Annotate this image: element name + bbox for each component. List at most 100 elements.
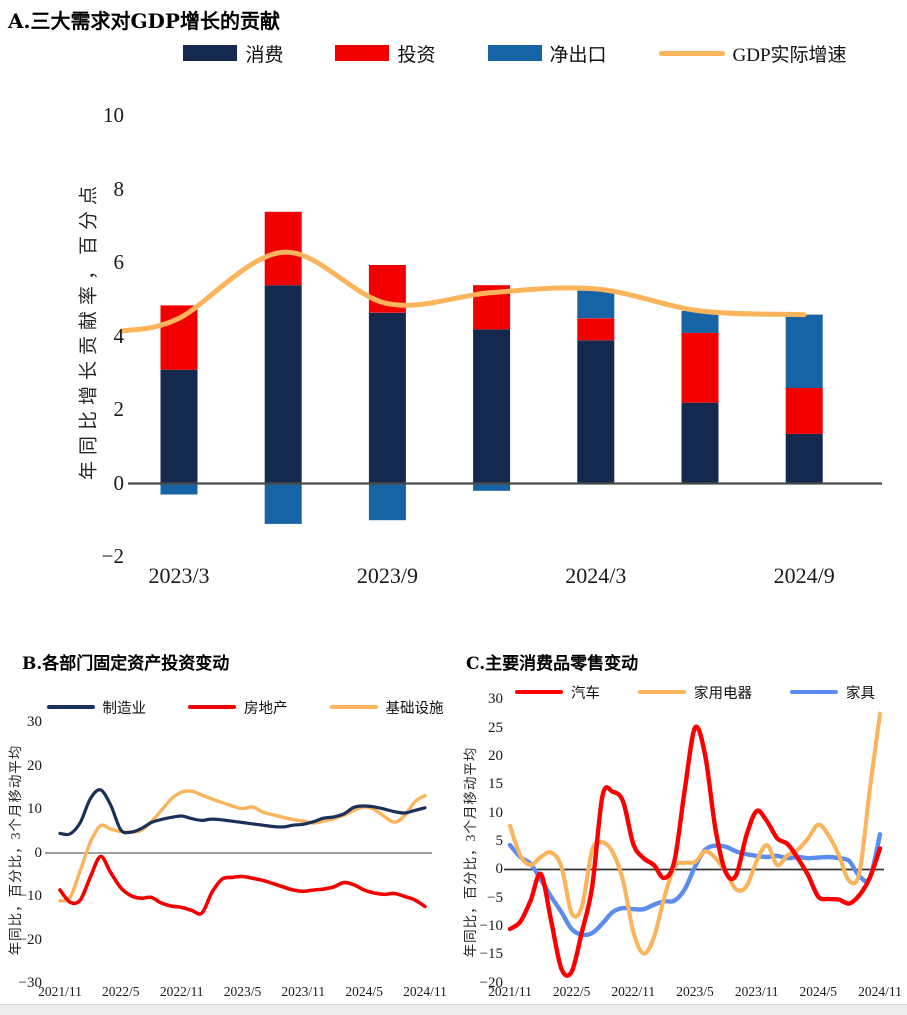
x-tick-a: 2023/9 — [356, 563, 418, 588]
x-tick-c: 2023/11 — [734, 984, 779, 999]
panel-c-title: C.主要消费品零售变动 — [466, 654, 639, 674]
x-tick-b: 2024/11 — [403, 984, 447, 999]
legend-label-furniture: 家具 — [846, 685, 875, 702]
legend-line-home-appliances — [638, 689, 686, 695]
legend-label-real-estate: 房地产 — [244, 700, 288, 717]
y-tick-b: 30 — [27, 714, 42, 731]
legend-item-consumption: 消费 — [183, 40, 283, 67]
y-tick-b: −20 — [18, 931, 42, 948]
line-gdp-growth — [119, 249, 807, 334]
legend-item-autos: 汽车 — [515, 682, 600, 703]
legend-item-real-estate: 房地产 — [188, 697, 288, 718]
bar-net-exports — [577, 290, 615, 319]
bar-investment — [264, 211, 302, 286]
y-tick-c: 25 — [488, 719, 503, 736]
x-tick-c: 2022/11 — [611, 984, 656, 999]
y-tick-a: 8 — [113, 176, 125, 201]
legend-label-gdp-growth: GDP实际增速 — [732, 44, 847, 66]
legend-label-consumption: 消费 — [245, 44, 284, 66]
legend-item-investment: 投资 — [335, 40, 436, 67]
bar-net-exports — [264, 483, 302, 524]
bar-investment — [160, 305, 198, 370]
y-tick-c: 30 — [488, 691, 503, 708]
x-tick-c: 2024/5 — [799, 984, 838, 999]
y-tick-a: 4 — [113, 323, 125, 348]
y-tick-c: 5 — [495, 832, 504, 849]
legend-item-gdp-growth: GDP实际增速 — [658, 40, 847, 67]
line-autos — [507, 724, 883, 978]
bar-consumption — [577, 340, 615, 484]
legend-label-home-appliances: 家用电器 — [694, 685, 752, 702]
legend-line-infrastructure — [329, 704, 378, 710]
y-tick-c: 20 — [488, 747, 503, 764]
panel-c-legend: 汽车 家用电器 家具 — [500, 682, 890, 702]
y-tick-c: 15 — [488, 776, 503, 793]
bar-net-exports — [473, 483, 511, 491]
y-tick-b: 20 — [27, 757, 42, 774]
legend-line-real-estate — [188, 704, 236, 710]
x-tick-a: 2023/3 — [148, 563, 210, 588]
legend-line-gdp-growth — [658, 50, 725, 56]
legend-label-net-exports: 净出口 — [549, 44, 607, 66]
legend-swatch-investment — [335, 45, 390, 61]
bottom-scroll-strip — [0, 1004, 907, 1015]
bar-investment — [785, 388, 823, 434]
legend-swatch-net-exports — [487, 45, 542, 61]
bar-consumption — [681, 402, 719, 484]
legend-swatch-consumption — [183, 45, 238, 61]
bar-net-exports — [681, 310, 719, 333]
bar-consumption — [785, 433, 823, 484]
bar-investment — [577, 318, 615, 341]
y-tick-b: −10 — [18, 888, 42, 905]
x-tick-b: 2021/11 — [38, 984, 82, 999]
legend-label-manufacturing: 制造业 — [102, 700, 147, 717]
legend-line-autos — [515, 689, 563, 695]
panel-b-legend: 制造业 房地产 基础设施 — [45, 697, 445, 717]
panel-b-title: B.各部门固定资产投资变动 — [22, 654, 230, 674]
y-tick-b: 10 — [27, 801, 42, 818]
x-tick-c: 2023/5 — [676, 984, 714, 999]
legend-item-home-appliances: 家用电器 — [638, 682, 752, 703]
legend-item-manufacturing: 制造业 — [46, 697, 147, 718]
bar-investment — [681, 332, 719, 403]
line-manufacturing — [58, 788, 427, 837]
x-tick-a: 2024/9 — [773, 563, 835, 588]
y-tick-b: −30 — [18, 975, 42, 992]
bar-consumption — [368, 312, 406, 484]
x-tick-c: 2024/11 — [858, 984, 902, 999]
y-tick-c: 10 — [488, 804, 503, 821]
bar-consumption — [473, 329, 511, 484]
x-tick-b: 2022/5 — [102, 984, 140, 999]
y-tick-a: 0 — [113, 470, 125, 495]
x-tick-b: 2023/5 — [223, 984, 262, 999]
legend-item-net-exports: 净出口 — [487, 40, 607, 67]
bar-net-exports — [785, 314, 823, 388]
y-tick-c: 0 — [495, 861, 504, 878]
y-tick-c: −20 — [479, 974, 503, 991]
x-tick-b: 2022/11 — [159, 984, 204, 999]
y-tick-a: 2 — [113, 397, 125, 421]
line-home-appliances — [507, 711, 883, 956]
legend-label-autos: 汽车 — [571, 685, 600, 702]
panel-a-legend: 消费 投资 净出口 GDP实际增速 — [130, 40, 900, 66]
line-real-estate — [58, 854, 427, 916]
legend-line-furniture — [790, 689, 838, 695]
line-furniture — [507, 832, 883, 938]
bar-consumption — [160, 369, 198, 484]
legend-line-manufacturing — [46, 704, 95, 710]
panel-a-title: A.三大需求对GDP增长的贡献 — [8, 9, 280, 33]
legend-item-furniture: 家具 — [790, 682, 875, 703]
y-tick-a: 6 — [113, 250, 125, 275]
legend-label-infrastructure: 基础设施 — [385, 700, 444, 717]
x-tick-b: 2023/11 — [281, 984, 326, 999]
bar-net-exports — [368, 483, 406, 521]
y-tick-c: −15 — [479, 946, 503, 963]
bar-consumption — [264, 285, 302, 484]
x-tick-b: 2024/5 — [345, 984, 383, 999]
y-tick-a: 10 — [103, 103, 124, 128]
y-tick-b: 0 — [34, 844, 43, 861]
x-tick-a: 2024/3 — [565, 563, 627, 588]
y-tick-a: −2 — [101, 543, 124, 568]
